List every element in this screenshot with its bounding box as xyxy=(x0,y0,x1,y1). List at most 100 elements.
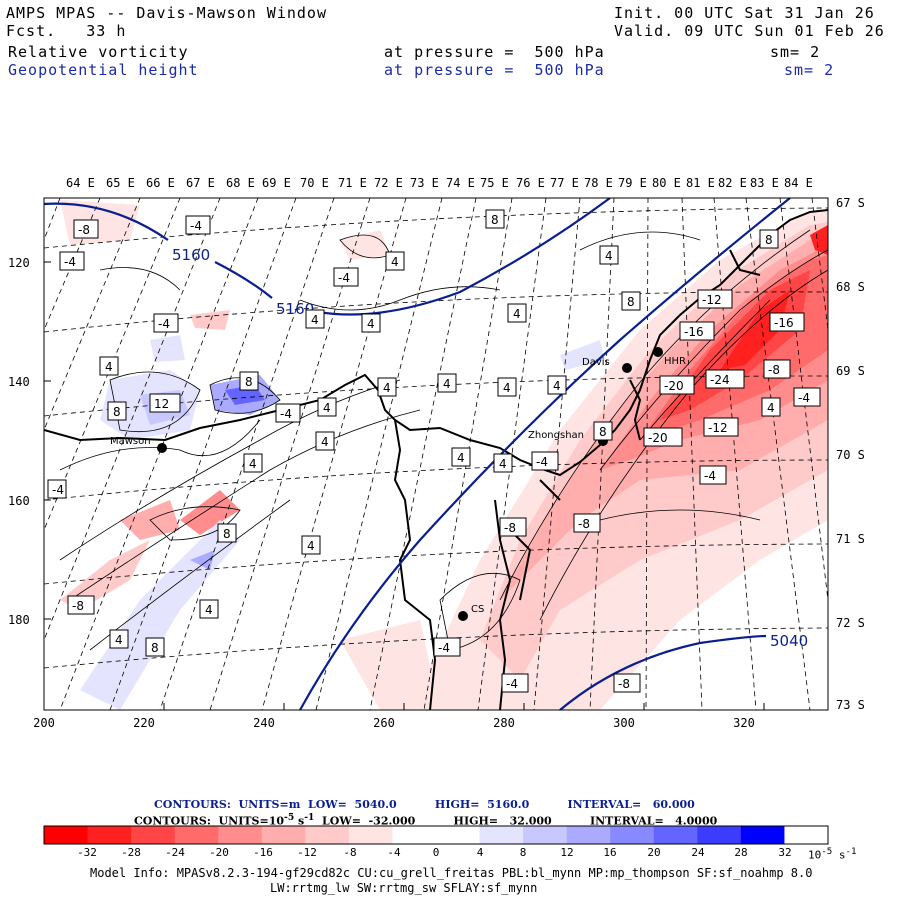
vort-label-box: 4 xyxy=(317,397,337,417)
x-tick-label: 200 xyxy=(33,716,55,730)
lon-label: 64 E xyxy=(66,176,95,190)
vort-label-box: -16 xyxy=(679,321,715,341)
field2-name: Geopotential height xyxy=(8,61,199,79)
vort-label: 4 xyxy=(391,255,399,269)
vort-label-box: -8 xyxy=(613,673,641,693)
colorbar-units-base: 10 xyxy=(808,848,822,862)
vort-label: 4 xyxy=(105,360,113,374)
lon-label: 71 E xyxy=(338,176,367,190)
y-tick-label: 140 xyxy=(8,375,30,389)
vort-label: -8 xyxy=(618,677,630,691)
lon-label: 81 E xyxy=(686,176,715,190)
lon-label: 75 E xyxy=(480,176,509,190)
colorbar-cell xyxy=(610,826,655,844)
vort-label-box: 4 xyxy=(547,375,567,395)
lon-label: 78 E xyxy=(584,176,613,190)
vort-label-box: -4 xyxy=(501,673,529,693)
model-info-line2: LW:rrtmg_lw SW:rrtmg_sw SFLAY:sf_mynn xyxy=(270,881,538,895)
latlon-grid xyxy=(44,198,828,710)
forecast-hour: Fcst. 33 h xyxy=(6,22,127,40)
plot-frame xyxy=(43,197,829,711)
height-label: 5160 xyxy=(276,300,314,318)
vort-label-box: -12 xyxy=(697,289,733,309)
vort-label-box: 4 xyxy=(243,453,263,473)
lon-label: 70 E xyxy=(300,176,329,190)
lon-label: 74 E xyxy=(446,176,475,190)
lon-label: 83 E xyxy=(750,176,779,190)
vort-label: 8 xyxy=(491,213,499,227)
colorbar-cell xyxy=(697,826,742,844)
vort-label: -4 xyxy=(190,219,202,233)
vort-label-box: 4 xyxy=(493,453,513,473)
vort-label: -12 xyxy=(708,421,728,435)
vort-label-box: -16 xyxy=(769,312,805,332)
vort-label: -12 xyxy=(702,293,722,307)
lon-label: 79 E xyxy=(618,176,647,190)
colorbar-label: 8 xyxy=(519,846,527,859)
vort-label-box: -4 xyxy=(153,313,179,333)
station-mawson-marker xyxy=(157,443,167,453)
contour-info-exp2: -1 xyxy=(304,812,315,823)
height-label: 5040 xyxy=(770,632,808,650)
colorbar-label: -24 xyxy=(165,846,185,859)
vort-label-box: -4 xyxy=(699,465,727,485)
colorbar-cell xyxy=(131,826,176,844)
vort-label-box: 4 xyxy=(507,303,527,323)
vort-label-box: -4 xyxy=(333,267,359,287)
lon-label: 77 E xyxy=(550,176,579,190)
vort-label: -8 xyxy=(78,223,90,237)
lon-label: 65 E xyxy=(106,176,135,190)
vort-label-box: 4 xyxy=(385,251,405,271)
vort-label: -20 xyxy=(648,431,668,445)
vort-label: -4 xyxy=(158,317,170,331)
vort-label: 4 xyxy=(503,381,511,395)
station-label: Mawson xyxy=(110,436,151,447)
lon-label: 66 E xyxy=(146,176,175,190)
field2-smoothing: sm= 2 xyxy=(784,61,835,79)
colorbar-units: 10-5 s-1 xyxy=(808,846,857,862)
vort-label: 8 xyxy=(151,641,159,655)
vort-label-box: 4 xyxy=(451,447,471,467)
vort-label-box: 4 xyxy=(301,535,321,555)
vort-label-box: 4 xyxy=(497,377,517,397)
vort-label: -4 xyxy=(280,407,292,421)
contour-info-units: CONTOURS: UNITS=10 xyxy=(134,814,285,828)
colorbar-label: 0 xyxy=(432,846,440,859)
vort-label-box: 8 xyxy=(759,229,779,249)
vort-label: 4 xyxy=(323,401,331,415)
vort-label: -4 xyxy=(338,271,350,285)
vort-label: 8 xyxy=(113,405,121,419)
vorticity-contour-info: CONTOURS: UNITS=10-5 s-1 LOW= -32.000 HI… xyxy=(134,812,717,828)
colorbar-label: 4 xyxy=(476,846,484,859)
lat-label: 69 S xyxy=(836,364,865,378)
vort-label: 4 xyxy=(205,603,213,617)
vort-label: 4 xyxy=(115,633,123,647)
field2-pressure: at pressure = 500 hPa xyxy=(384,61,605,79)
lat-label: 68 S xyxy=(836,280,865,294)
height-contours xyxy=(44,198,791,710)
lat-label: 73 S xyxy=(836,698,865,712)
colorbar-cells xyxy=(44,826,829,844)
vort-label-box: 4 xyxy=(305,309,325,329)
vort-label: 8 xyxy=(599,425,607,439)
colorbar-cell xyxy=(305,826,350,844)
vort-label-box: -8 xyxy=(573,513,601,533)
x-tick-label: 300 xyxy=(613,716,635,730)
colorbar-cell xyxy=(261,826,306,844)
y-tick-label: 180 xyxy=(8,613,30,627)
colorbar-cell xyxy=(218,826,263,844)
vort-label-box: 4 xyxy=(599,245,619,265)
x-tick-label: 240 xyxy=(253,716,275,730)
lat-label: 70 S xyxy=(836,448,865,462)
vort-label-box: -4 xyxy=(185,215,211,235)
vort-label: 4 xyxy=(513,307,521,321)
vort-label: 4 xyxy=(249,457,257,471)
vort-label-box: -8 xyxy=(67,595,95,615)
vort-label: 4 xyxy=(383,381,391,395)
x-tick-label: 280 xyxy=(493,716,515,730)
colorbar-units-exp: -5 xyxy=(821,846,833,857)
vort-label-box: -8 xyxy=(763,359,791,379)
field1-pressure: at pressure = 500 hPa xyxy=(384,43,605,61)
colorbar-cell xyxy=(523,826,568,844)
colorbar-label: 32 xyxy=(778,846,792,859)
